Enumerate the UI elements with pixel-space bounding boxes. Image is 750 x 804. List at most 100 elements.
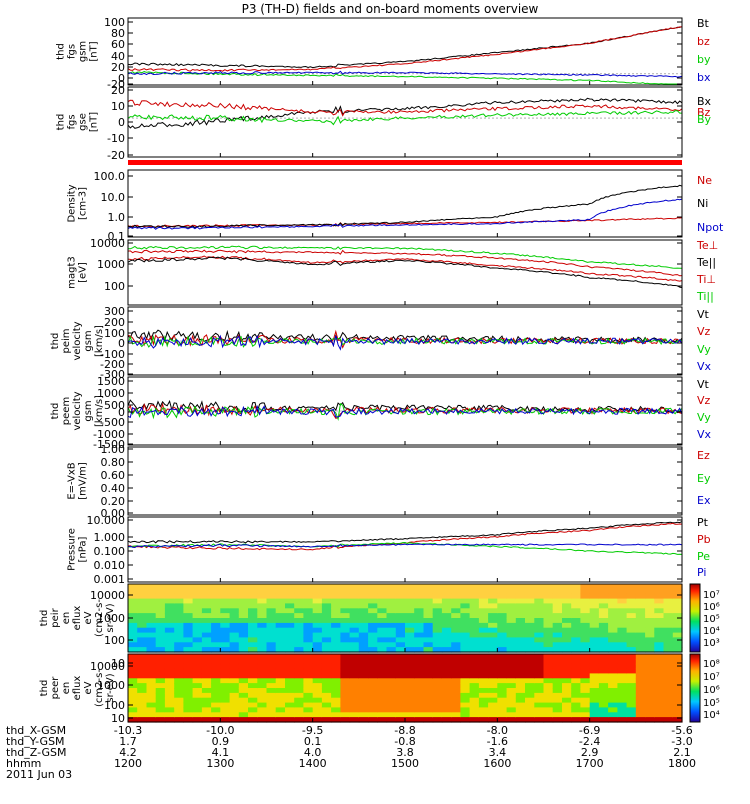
- ion-spectrogram-cell: [377, 632, 388, 639]
- ion-spectrogram-cell: [220, 603, 231, 609]
- y-axis-label: [nT]: [89, 41, 100, 61]
- electron-spectrogram-cell: [275, 678, 286, 684]
- electron-spectrogram-cell: [174, 668, 184, 675]
- electron-spectrogram-cell: [451, 663, 461, 670]
- ion-spectrogram-cell: [645, 618, 655, 624]
- electron-spectrogram-cell: [201, 673, 212, 679]
- ion-spectrogram-cell: [543, 603, 554, 609]
- ion-spectrogram-cell: [654, 622, 665, 629]
- ion-spectrogram-cell: [432, 627, 443, 634]
- electron-spectrogram-cell: [672, 683, 683, 689]
- ion-spectrogram-cell: [469, 608, 480, 614]
- ion-spectrogram-cell: [368, 608, 378, 614]
- ion-spectrogram-cell: [321, 603, 332, 609]
- series-line-bt: [127, 26, 683, 69]
- ion-spectrogram-cell: [672, 598, 683, 605]
- electron-spectrogram-cell: [303, 692, 314, 699]
- ion-spectrogram-cell: [525, 603, 535, 609]
- electron-spectrogram-cell: [589, 678, 600, 684]
- ion-spectrogram-cell: [275, 627, 286, 634]
- ion-spectrogram-cell: [349, 584, 360, 590]
- ion-spectrogram-cell: [164, 632, 175, 639]
- ion-spectrogram-cell: [192, 603, 203, 609]
- ion-spectrogram-cell: [552, 613, 563, 619]
- ion-spectrogram-cell: [562, 603, 572, 609]
- electron-spectrogram-cell: [571, 717, 581, 723]
- ion-spectrogram-cell: [220, 642, 231, 648]
- ion-spectrogram-cell: [321, 632, 332, 639]
- ion-spectrogram-cell: [589, 584, 600, 590]
- electron-spectrogram-cell: [211, 668, 221, 675]
- electron-spectrogram-cell: [460, 702, 471, 709]
- ion-spectrogram-cell: [331, 613, 341, 619]
- electron-spectrogram-cell: [451, 673, 461, 679]
- electron-spectrogram-cell: [201, 683, 212, 689]
- ion-spectrogram-cell: [192, 613, 203, 619]
- ion-spectrogram-cell: [525, 637, 535, 643]
- electron-spectrogram-cell: [331, 692, 341, 699]
- electron-spectrogram-cell: [654, 658, 665, 665]
- series-line-bx: [127, 97, 683, 129]
- electron-spectrogram-cell: [248, 688, 258, 694]
- electron-spectrogram-cell: [220, 717, 231, 723]
- electron-spectrogram-cell: [128, 683, 138, 689]
- ion-spectrogram-cell: [183, 627, 194, 634]
- ion-spectrogram-cell: [238, 647, 249, 653]
- electron-spectrogram-cell: [608, 697, 618, 704]
- ion-spectrogram-cell: [137, 593, 147, 600]
- electron-spectrogram-cell: [137, 692, 147, 699]
- electron-spectrogram-cell: [340, 697, 351, 704]
- electron-spectrogram-cell: [331, 683, 341, 689]
- electron-spectrogram-cell: [358, 707, 369, 713]
- electron-spectrogram-cell: [451, 654, 461, 660]
- y-axis-label: Pressure: [67, 528, 78, 571]
- x-tick-label: 1700: [576, 757, 604, 770]
- electron-spectrogram-cell: [580, 697, 591, 704]
- ion-spectrogram-cell: [571, 622, 581, 629]
- electron-spectrogram-cell: [368, 692, 378, 699]
- ion-spectrogram-cell: [146, 603, 157, 609]
- ion-spectrogram-cell: [349, 593, 360, 600]
- ion-spectrogram-cell: [395, 593, 406, 600]
- electron-spectrogram-cell: [183, 654, 194, 660]
- electron-spectrogram-cell: [478, 683, 489, 689]
- ion-spectrogram-cell: [635, 627, 646, 634]
- ion-spectrogram-cell: [303, 642, 314, 648]
- electron-spectrogram-cell: [321, 707, 332, 713]
- electron-spectrogram-cell: [358, 692, 369, 699]
- ion-spectrogram-cell: [368, 632, 378, 639]
- electron-spectrogram-cell: [358, 678, 369, 684]
- ion-spectrogram-cell: [525, 627, 535, 634]
- electron-spectrogram-cell: [663, 683, 674, 689]
- ion-spectrogram-cell: [201, 627, 212, 634]
- legend-entry: Vy: [697, 343, 711, 356]
- ion-spectrogram-cell: [663, 618, 674, 624]
- electron-spectrogram-cell: [312, 697, 323, 704]
- electron-spectrogram-cell: [321, 673, 332, 679]
- electron-spectrogram-cell: [321, 683, 332, 689]
- ion-spectrogram-cell: [312, 588, 323, 595]
- electron-spectrogram-cell: [543, 668, 554, 675]
- electron-spectrogram-cell: [515, 688, 526, 694]
- electron-spectrogram-cell: [423, 717, 434, 723]
- electron-spectrogram-cell: [598, 654, 609, 660]
- electron-spectrogram-cell: [137, 673, 147, 679]
- ion-spectrogram-cell: [580, 613, 591, 619]
- ion-spectrogram-cell: [257, 598, 268, 605]
- ion-spectrogram-cell: [395, 647, 406, 653]
- electron-spectrogram-cell: [303, 712, 314, 718]
- ion-spectrogram-cell: [128, 593, 138, 600]
- ion-spectrogram-cell: [525, 642, 535, 648]
- electron-spectrogram-cell: [349, 668, 360, 675]
- ion-spectrogram-cell: [229, 598, 240, 605]
- electron-spectrogram-cell: [598, 712, 609, 718]
- y-axis-label: gsm: [83, 330, 94, 351]
- ion-spectrogram-cell: [266, 603, 277, 609]
- ion-spectrogram-cell: [497, 622, 508, 629]
- electron-spectrogram-cell: [229, 707, 240, 713]
- electron-spectrogram-cell: [358, 663, 369, 670]
- ion-spectrogram-cell: [257, 627, 268, 634]
- ion-spectrogram-cell: [478, 627, 489, 634]
- ion-spectrogram-cell: [460, 608, 471, 614]
- electron-spectrogram-cell: [571, 692, 581, 699]
